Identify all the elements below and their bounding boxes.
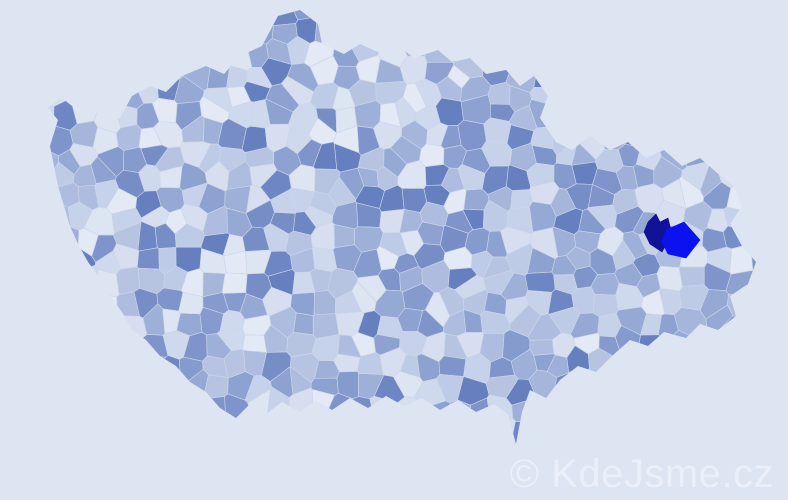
municipality-polygon[interactable] — [487, 81, 511, 105]
municipality-polygon[interactable] — [510, 189, 533, 210]
municipality-polygon[interactable] — [524, 271, 556, 293]
highlight-bright-municipality[interactable] — [661, 221, 701, 259]
municipality-polygon[interactable] — [242, 334, 267, 353]
municipality-polygon[interactable] — [656, 265, 683, 292]
municipality-polygon[interactable] — [419, 143, 445, 168]
watermark: © KdeJsme.cz — [510, 454, 774, 494]
municipality-polygon[interactable] — [221, 272, 248, 294]
municipality-polygon[interactable] — [435, 97, 464, 127]
municipality-polygon[interactable] — [312, 247, 338, 273]
municipality-polygon[interactable] — [678, 266, 705, 287]
municipality-polygon[interactable] — [529, 339, 555, 356]
municipality-polygon[interactable] — [483, 117, 512, 144]
watermark-text: KdeJsme.cz — [551, 452, 774, 496]
municipality-polygon[interactable] — [219, 309, 246, 332]
municipality-polygon[interactable] — [293, 312, 314, 336]
municipality-polygon[interactable] — [178, 292, 204, 315]
municipality-polygon[interactable] — [463, 188, 490, 211]
copyright-icon: © — [509, 452, 540, 496]
municipality-polygon[interactable] — [438, 355, 467, 377]
municipality-polygon[interactable] — [115, 124, 142, 151]
municipality-polygon[interactable] — [136, 247, 160, 270]
highlight-municipalities[interactable] — [643, 213, 701, 259]
